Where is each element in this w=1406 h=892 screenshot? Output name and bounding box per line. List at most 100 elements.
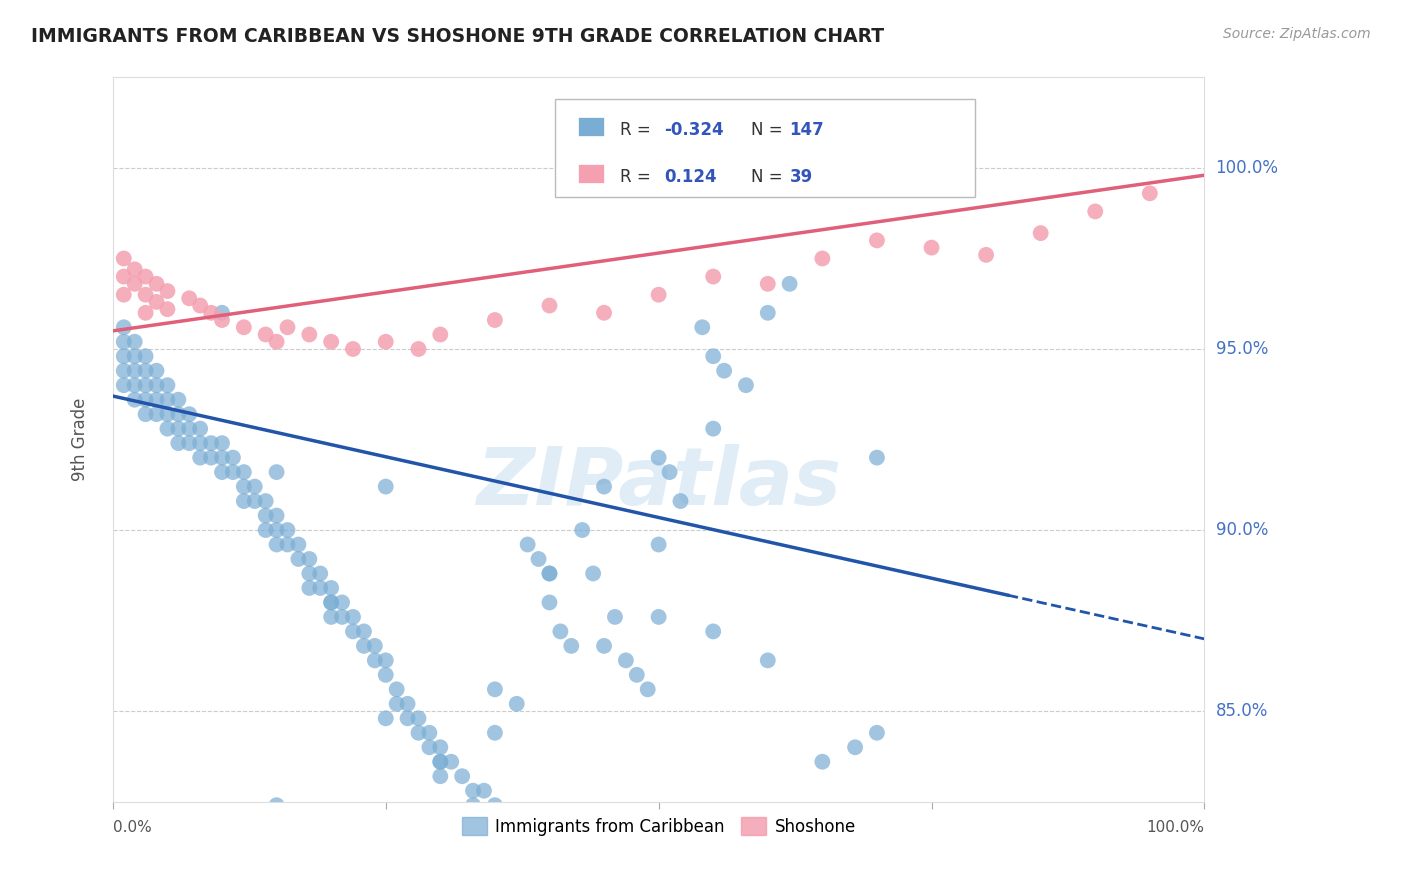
Point — [550, 624, 572, 639]
Point — [243, 479, 266, 493]
Point — [330, 595, 353, 609]
Point — [266, 523, 288, 537]
Point — [156, 284, 179, 298]
Point — [211, 465, 233, 479]
Point — [779, 277, 801, 291]
Point — [124, 277, 146, 291]
Point — [702, 422, 724, 436]
Point — [156, 302, 179, 317]
Point — [603, 610, 626, 624]
Point — [321, 595, 343, 609]
Text: 147: 147 — [790, 120, 824, 138]
Point — [582, 566, 605, 581]
Point — [364, 639, 387, 653]
Point — [298, 566, 321, 581]
Point — [167, 422, 190, 436]
Point — [321, 610, 343, 624]
Point — [145, 294, 167, 309]
Point — [866, 726, 889, 740]
Point — [735, 378, 758, 392]
Point — [811, 252, 834, 266]
Point — [385, 682, 408, 697]
Point — [156, 407, 179, 421]
Point — [756, 306, 779, 320]
Point — [342, 610, 364, 624]
Point — [309, 581, 332, 595]
Point — [200, 450, 222, 465]
Point — [112, 269, 135, 284]
Text: N =: N = — [751, 120, 789, 138]
Point — [211, 450, 233, 465]
Point — [429, 327, 451, 342]
Point — [135, 306, 157, 320]
Point — [921, 241, 943, 255]
Point — [232, 494, 254, 508]
Point — [135, 349, 157, 363]
Text: N =: N = — [751, 168, 789, 186]
Point — [866, 450, 889, 465]
Point — [461, 798, 484, 813]
Point — [179, 436, 201, 450]
Point — [472, 783, 495, 797]
Point — [571, 523, 593, 537]
Point — [811, 827, 834, 841]
Point — [232, 465, 254, 479]
Point — [124, 349, 146, 363]
Point — [374, 479, 396, 493]
Point — [429, 755, 451, 769]
Point — [374, 871, 396, 885]
Point — [321, 581, 343, 595]
Point — [713, 364, 735, 378]
Point — [408, 726, 430, 740]
Point — [429, 740, 451, 755]
Point — [145, 364, 167, 378]
Point — [538, 595, 561, 609]
Point — [396, 711, 419, 725]
Point — [484, 313, 506, 327]
Point — [647, 610, 669, 624]
Point — [188, 436, 211, 450]
Point — [451, 769, 474, 783]
Point — [756, 885, 779, 892]
Point — [145, 378, 167, 392]
Point — [538, 299, 561, 313]
Y-axis label: 9th Grade: 9th Grade — [72, 398, 89, 481]
Point — [647, 537, 669, 551]
Point — [156, 422, 179, 436]
Point — [232, 479, 254, 493]
Point — [188, 422, 211, 436]
Point — [702, 349, 724, 363]
Point — [124, 334, 146, 349]
Text: ZIPatlas: ZIPatlas — [477, 444, 841, 522]
Point — [211, 306, 233, 320]
Point — [124, 378, 146, 392]
Point — [756, 653, 779, 667]
Point — [309, 566, 332, 581]
Point — [188, 450, 211, 465]
Point — [179, 422, 201, 436]
Point — [200, 306, 222, 320]
Point — [254, 508, 277, 523]
Point — [408, 711, 430, 725]
Point — [167, 436, 190, 450]
Point — [254, 327, 277, 342]
Point — [211, 436, 233, 450]
Point — [124, 392, 146, 407]
Point — [266, 537, 288, 551]
Point — [353, 624, 375, 639]
Point — [614, 653, 637, 667]
Point — [211, 313, 233, 327]
Point — [124, 364, 146, 378]
Point — [429, 769, 451, 783]
Text: 95.0%: 95.0% — [1216, 340, 1268, 358]
Point — [266, 465, 288, 479]
Point — [484, 813, 506, 827]
Point — [647, 450, 669, 465]
Point — [200, 436, 222, 450]
Point — [669, 494, 692, 508]
Point — [321, 841, 343, 855]
FancyBboxPatch shape — [578, 164, 605, 183]
Point — [222, 450, 245, 465]
Text: R =: R = — [620, 120, 657, 138]
Point — [461, 783, 484, 797]
